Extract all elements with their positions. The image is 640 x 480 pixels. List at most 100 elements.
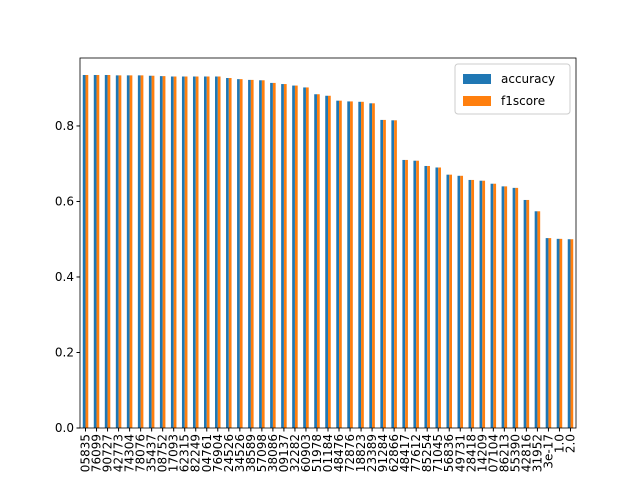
bar xyxy=(115,75,119,429)
x-tick-label: 3e-17 xyxy=(541,434,555,469)
bar xyxy=(435,167,439,428)
bar xyxy=(559,238,563,428)
bar xyxy=(283,84,287,428)
bar xyxy=(468,179,472,428)
legend-label: f1score xyxy=(501,94,545,108)
y-tick-label: 0.0 xyxy=(55,421,74,435)
bar xyxy=(438,167,441,428)
x-tick-label: 71045 xyxy=(431,434,445,472)
bar xyxy=(537,211,541,428)
x-tick-label: 48417 xyxy=(398,434,412,472)
bar xyxy=(270,82,273,428)
bar xyxy=(82,74,86,428)
y-tick-label: 0.2 xyxy=(55,345,74,359)
y-tick-label: 0.8 xyxy=(55,119,74,133)
bar xyxy=(380,119,384,428)
x-tick-label: 01184 xyxy=(321,434,335,472)
x-tick-label: 32282 xyxy=(288,434,302,472)
x-tick-label: 35437 xyxy=(145,434,159,472)
bar xyxy=(162,76,166,429)
x-tick-label: 23389 xyxy=(365,434,379,472)
x-tick-label: 18823 xyxy=(354,434,368,472)
bar xyxy=(482,180,486,428)
bar xyxy=(148,75,152,428)
bar xyxy=(350,101,353,428)
bar xyxy=(93,74,97,428)
x-tick-label: 34526 xyxy=(233,434,247,472)
bar xyxy=(361,101,364,428)
x-tick-label: 28418 xyxy=(464,434,478,472)
bar xyxy=(192,76,196,428)
bar xyxy=(261,80,265,428)
bar xyxy=(479,180,483,428)
bar xyxy=(449,174,452,428)
bar xyxy=(548,238,552,428)
bar xyxy=(204,76,207,428)
bar xyxy=(460,175,464,428)
bar xyxy=(471,179,475,428)
bar xyxy=(424,165,428,428)
x-tick-label: 1.0 xyxy=(552,434,566,453)
bar xyxy=(336,100,340,428)
bar xyxy=(416,160,419,428)
bar xyxy=(402,159,406,428)
bar xyxy=(137,75,141,429)
bar xyxy=(206,76,210,428)
x-tick-label: 55390 xyxy=(508,434,522,472)
x-tick-label: 82249 xyxy=(189,434,203,472)
bar xyxy=(391,120,395,428)
bar xyxy=(501,186,505,428)
x-tick-label: 77612 xyxy=(409,434,423,472)
x-tick-label: 14209 xyxy=(475,434,489,472)
x-tick-label: 24526 xyxy=(222,434,236,472)
x-tick-label: 60903 xyxy=(299,434,313,472)
x-tick-label: 78076 xyxy=(134,434,148,472)
x-tick-label: 51978 xyxy=(310,434,324,472)
x-tick-label: 76099 xyxy=(90,434,104,472)
bar xyxy=(215,76,218,428)
bar xyxy=(226,78,229,429)
bar xyxy=(372,103,375,428)
bar xyxy=(347,101,351,428)
bar xyxy=(281,84,284,428)
bar xyxy=(567,239,571,428)
bar xyxy=(526,199,530,428)
bar xyxy=(294,85,298,429)
bar xyxy=(405,159,408,428)
x-tick-label: 07104 xyxy=(486,434,500,472)
x-tick-label: 42816 xyxy=(519,434,533,472)
bar xyxy=(181,76,185,428)
bar xyxy=(534,211,538,428)
x-tick-label: 04761 xyxy=(200,434,214,472)
x-tick-label: 38589 xyxy=(244,434,258,472)
legend-swatch xyxy=(463,96,491,106)
x-tick-label: 08752 xyxy=(156,434,170,472)
bar xyxy=(151,75,155,428)
x-tick-label: 56836 xyxy=(442,434,456,472)
bar xyxy=(523,199,527,428)
bar xyxy=(515,187,519,428)
bar xyxy=(316,94,320,428)
x-tick-label: 72876 xyxy=(343,434,357,472)
bar xyxy=(292,85,295,429)
bar xyxy=(493,183,497,428)
bar xyxy=(140,75,144,429)
x-tick-label: 49731 xyxy=(453,434,467,472)
x-tick-label: 31952 xyxy=(530,434,544,472)
bar xyxy=(159,76,163,429)
bar xyxy=(570,239,574,428)
bar xyxy=(259,80,262,428)
bar xyxy=(118,75,122,429)
bar xyxy=(173,76,177,428)
x-tick-label: 09137 xyxy=(277,434,291,472)
bar xyxy=(228,78,232,429)
plot-frame xyxy=(79,57,577,429)
bar xyxy=(237,79,240,429)
x-tick-label: 17093 xyxy=(167,434,181,472)
bar xyxy=(305,87,309,429)
bar xyxy=(248,79,251,429)
bar xyxy=(239,79,243,429)
x-tick-label: 85254 xyxy=(420,434,434,472)
x-tick-label: 91284 xyxy=(376,434,390,472)
